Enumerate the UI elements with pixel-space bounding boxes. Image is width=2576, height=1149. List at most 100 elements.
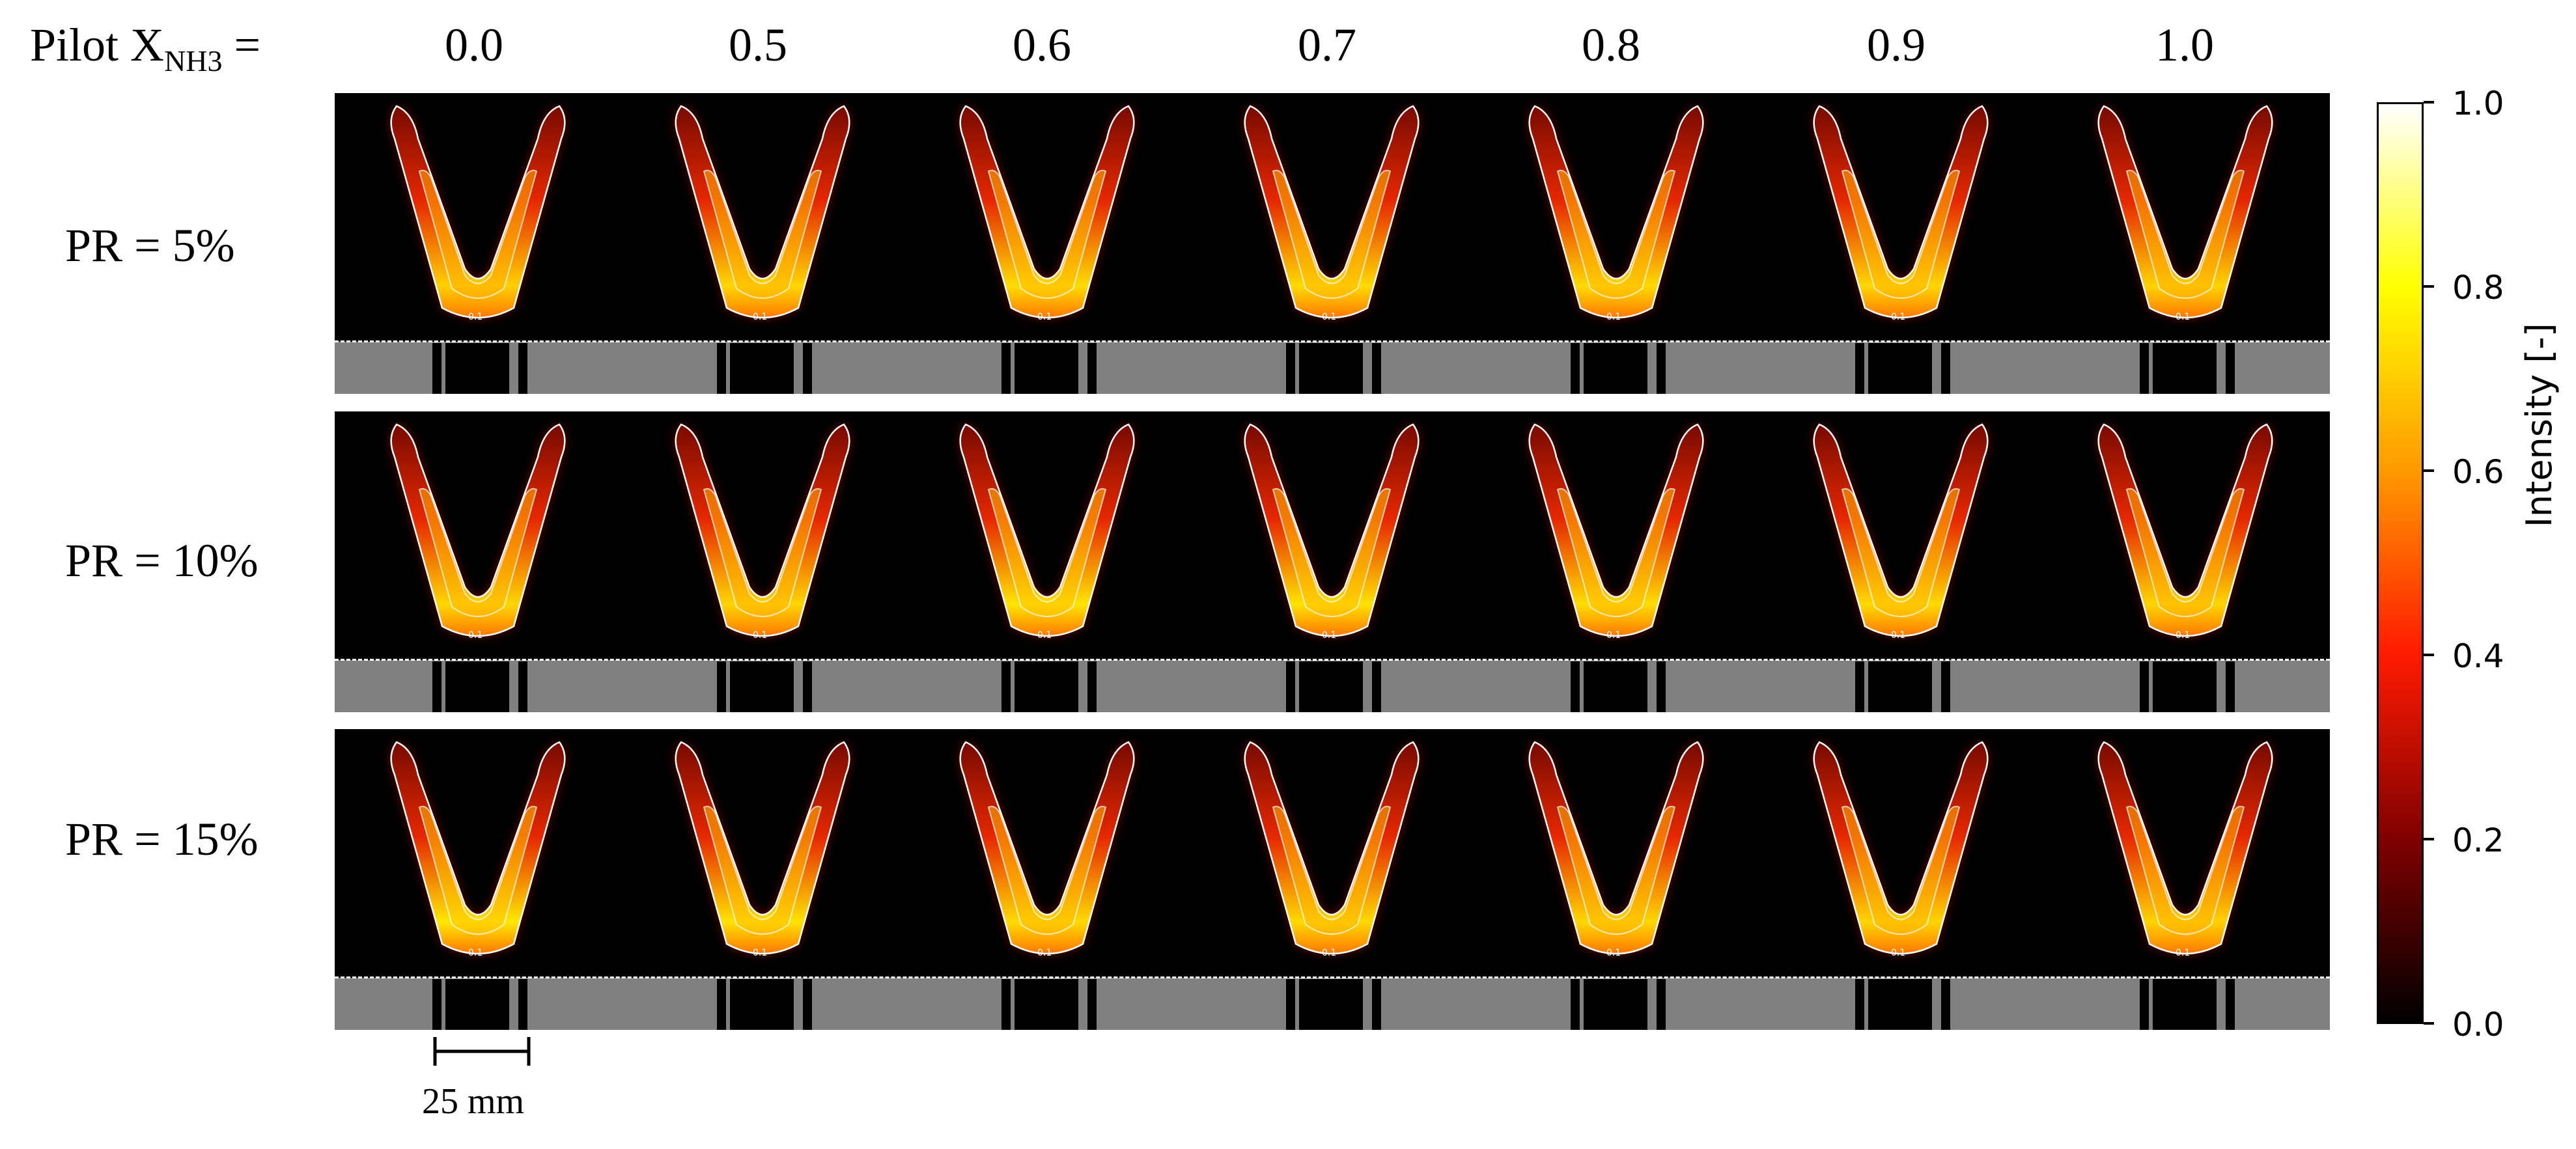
image-strip-pr15: 0.1 0.1 0.1 0.1 0.1 0.1 0.1	[335, 729, 2330, 1030]
column-label: 0.6	[1013, 19, 1071, 71]
contour-level-label: 0.1	[2176, 312, 2190, 322]
nozzle-wall	[2140, 661, 2149, 712]
nozzle-channel	[1299, 661, 1363, 712]
flame-panel: 0.1	[904, 729, 1188, 1030]
nozzle-wall	[717, 661, 726, 712]
burner-exit-line	[335, 659, 2330, 661]
contour-level-label: 0.1	[1891, 948, 1905, 958]
flame-inner-contour	[1556, 169, 1676, 299]
flame-inner-contour	[2125, 169, 2245, 299]
flame-image: 0.1	[390, 741, 566, 1030]
flame-inner-contour	[2125, 805, 2245, 935]
flame-inner-contour	[1841, 805, 1961, 935]
flame-panel: 0.1	[1188, 93, 1473, 394]
nozzle-channel	[1299, 343, 1363, 394]
flame-contour	[959, 423, 1135, 637]
contour-level-label: 0.1	[1322, 630, 1336, 641]
nozzle-channel	[730, 343, 794, 394]
flame-image: 0.1	[2097, 423, 2273, 712]
nozzle-channel	[730, 979, 794, 1030]
flame-inner-contour	[1841, 488, 1961, 617]
colorbar-tick-mark	[2424, 1022, 2434, 1025]
flame-inner-contour	[1556, 488, 1676, 617]
flame-contour	[1244, 423, 1420, 637]
flame-image: 0.1	[1813, 105, 1989, 394]
flame-inner-contour	[703, 169, 822, 299]
column-label: 0.8	[1582, 19, 1640, 71]
flame-image: 0.1	[2097, 105, 2273, 394]
nozzle-wall	[1087, 661, 1097, 712]
nozzle-channel	[1015, 343, 1078, 394]
flame-panel: 0.1	[619, 411, 904, 712]
colorbar	[2377, 102, 2424, 1024]
nozzle-wall	[2140, 343, 2149, 394]
nozzle-wall	[1286, 979, 1295, 1030]
colorbar-tick-mark	[2424, 469, 2434, 472]
nozzle-channel	[730, 661, 794, 712]
flame-panel: 0.1	[2042, 411, 2327, 712]
nozzle-wall	[1571, 979, 1580, 1030]
flame-contour	[390, 741, 566, 955]
nozzle-wall	[1286, 343, 1295, 394]
flame-image: 0.1	[1528, 423, 1704, 712]
nozzle-wall	[2226, 661, 2235, 712]
flame-contour	[959, 105, 1135, 319]
nozzle-wall	[518, 661, 527, 712]
nozzle-wall	[1657, 343, 1666, 394]
flame-panel: 0.1	[904, 93, 1188, 394]
column-label: 0.9	[1867, 19, 1925, 71]
contour-level-label: 0.1	[1606, 630, 1621, 641]
nozzle-wall	[432, 979, 441, 1030]
nozzle-channel	[445, 343, 509, 394]
flame-image: 0.1	[959, 105, 1135, 394]
nozzle-wall	[432, 661, 441, 712]
burner-exit-line	[335, 340, 2330, 342]
nozzle-wall	[1001, 979, 1011, 1030]
contour-level-label: 0.1	[1037, 948, 1052, 958]
flame-image: 0.1	[390, 105, 566, 394]
nozzle-wall	[1855, 343, 1864, 394]
nozzle-wall	[1571, 661, 1580, 712]
flame-contour	[1244, 741, 1420, 955]
flame-panel: 0.1	[619, 729, 904, 1030]
contour-level-label: 0.1	[2176, 630, 2190, 641]
nozzle-wall	[1941, 661, 1950, 712]
flame-contour	[1813, 423, 1989, 637]
nozzle-wall	[1001, 661, 1011, 712]
nozzle-wall	[1372, 661, 1381, 712]
nozzle-channel	[2153, 343, 2217, 394]
flame-panel: 0.1	[335, 93, 619, 394]
flame-inner-contour	[703, 805, 822, 935]
equals-sign: =	[222, 19, 261, 71]
flame-contour	[1528, 741, 1704, 955]
flame-panel: 0.1	[1473, 411, 1757, 712]
contour-level-label: 0.1	[468, 948, 483, 958]
flame-panel: 0.1	[2042, 729, 2327, 1030]
image-strip-pr10: 0.1 0.1 0.1 0.1 0.1 0.1 0.1	[335, 411, 2330, 712]
flame-panel: 0.1	[1473, 93, 1757, 394]
nozzle-wall	[2226, 343, 2235, 394]
flame-image: 0.1	[390, 423, 566, 712]
nozzle-channel	[1584, 661, 1647, 712]
nozzle-wall	[1001, 343, 1011, 394]
nozzle-wall	[1657, 661, 1666, 712]
flame-inner-contour	[2125, 488, 2245, 617]
flame-inner-contour	[1272, 169, 1392, 299]
flame-inner-contour	[418, 169, 538, 299]
contour-level-label: 0.1	[753, 948, 767, 958]
flame-panel: 0.1	[335, 411, 619, 712]
flame-image: 0.1	[959, 423, 1135, 712]
nozzle-wall	[1372, 979, 1381, 1030]
contour-level-label: 0.1	[1322, 948, 1336, 958]
flame-contour	[1813, 105, 1989, 319]
colorbar-title: Intensity [-]	[2519, 323, 2560, 527]
colorbar-tick-label: 0.0	[2452, 1006, 2504, 1044]
nozzle-wall	[1855, 979, 1864, 1030]
flame-contour	[390, 423, 566, 637]
nozzle-wall	[1657, 979, 1666, 1030]
row-label-pr10: PR = 10%	[65, 534, 259, 587]
flame-panel: 0.1	[1188, 729, 1473, 1030]
flame-inner-contour	[418, 805, 538, 935]
burner-exit-line	[335, 976, 2330, 978]
flame-inner-contour	[703, 488, 822, 617]
